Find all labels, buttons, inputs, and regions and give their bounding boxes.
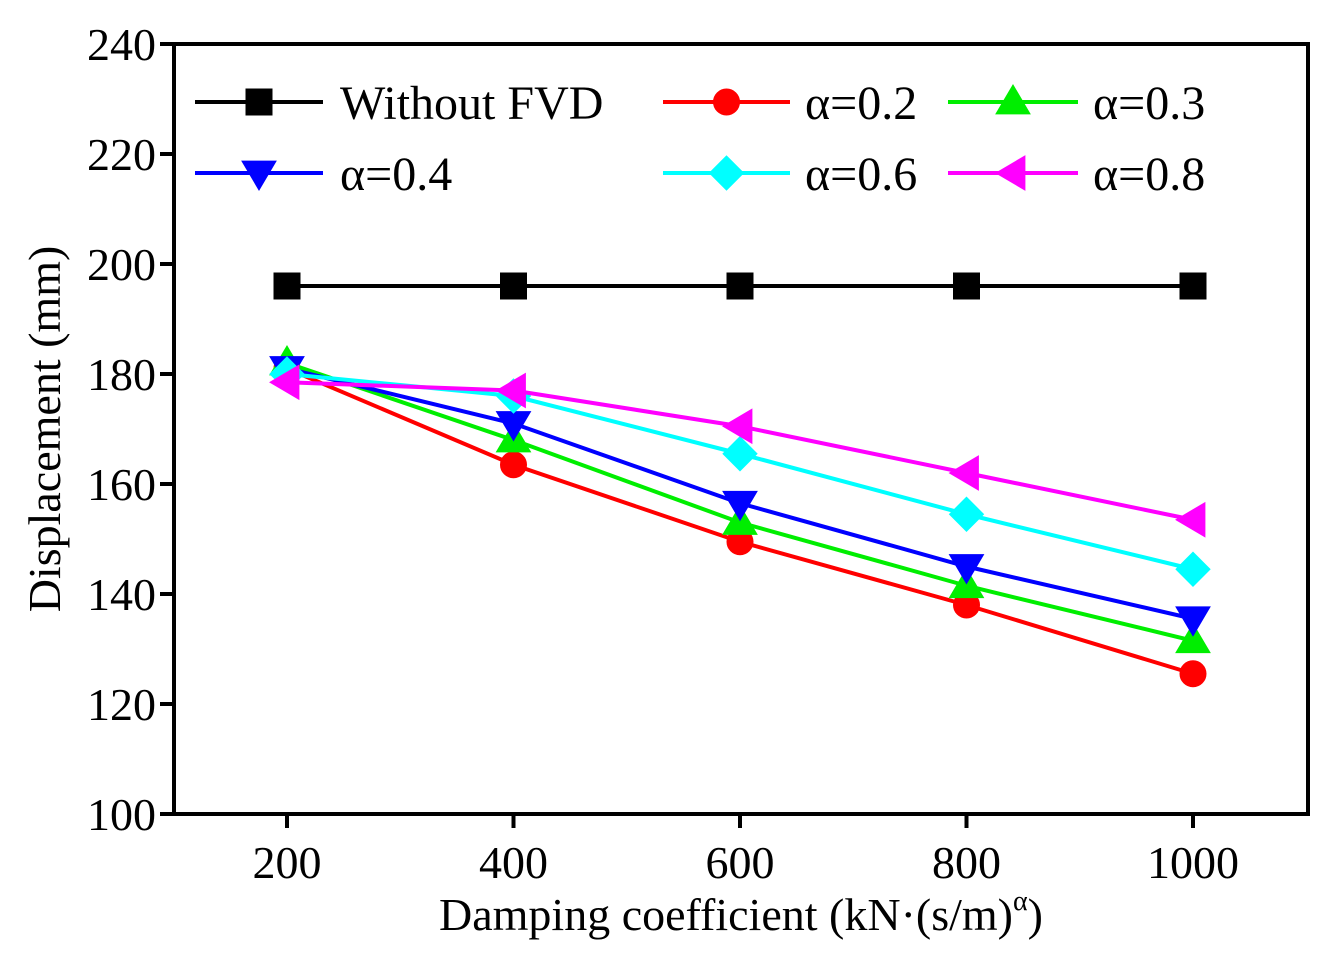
data-point	[1175, 501, 1206, 538]
data-point	[1175, 606, 1211, 637]
legend-label: α=0.2	[805, 77, 917, 130]
legend-label: α=0.8	[1093, 148, 1205, 201]
y-axis-label: Displacement (mm)	[19, 246, 70, 613]
data-point	[1179, 272, 1207, 300]
legend-entry: α=0.8	[948, 148, 1205, 201]
x-axis-label-main: Damping coefficient (kN·(s/m)	[439, 889, 1013, 940]
data-point	[1175, 551, 1211, 587]
y-tick-label: 200	[87, 239, 156, 290]
x-tick-label: 600	[706, 837, 775, 888]
legend-label: α=0.6	[805, 148, 917, 201]
legend-label: α=0.3	[1093, 77, 1205, 130]
data-point	[722, 408, 753, 445]
data-point	[500, 272, 527, 300]
data-point	[1179, 660, 1207, 688]
data-point	[726, 272, 754, 300]
x-axis-label-end: )	[1028, 889, 1043, 940]
legend-entry: α=0.2	[663, 77, 917, 130]
data-point	[722, 490, 758, 522]
x-tick-label: 1000	[1147, 837, 1239, 888]
x-axis-label-sup: α	[1013, 886, 1028, 917]
y-tick-label: 140	[87, 569, 156, 620]
data-point	[273, 272, 301, 300]
y-tick-label: 240	[87, 19, 156, 70]
x-axis-label: Damping coefficient (kN·(s/m)α)	[439, 886, 1043, 940]
data-point	[948, 455, 979, 491]
x-tick-label: 400	[479, 837, 548, 888]
data-point	[495, 372, 526, 409]
legend-label: α=0.4	[340, 148, 452, 201]
x-tick-label: 200	[253, 837, 322, 888]
legend-entry: α=0.4	[195, 148, 452, 201]
legend-marker	[241, 160, 277, 191]
data-point	[722, 436, 758, 472]
data-point	[953, 272, 980, 300]
data-point	[500, 451, 527, 479]
series-5	[269, 364, 1206, 538]
legend-entry: α=0.3	[948, 77, 1205, 130]
legend-label: Without FVD	[340, 77, 603, 130]
series-0	[273, 272, 1207, 300]
series-layer	[269, 272, 1211, 688]
data-point	[948, 554, 985, 585]
legend: Without FVD α=0.2 α=0.3 α=0.4 α=0.6 α=0.8	[195, 77, 1205, 201]
y-tick-label: 160	[87, 459, 156, 510]
legend-marker	[708, 155, 745, 191]
legend-entry: α=0.6	[663, 148, 917, 201]
data-point	[269, 364, 300, 401]
legend-marker	[995, 155, 1026, 191]
ticks-layer: 100 120 140 160 180 200 220 240 200 400 600 800 1000	[87, 19, 1239, 888]
y-tick-label: 180	[87, 349, 156, 400]
y-tick-label: 120	[87, 679, 156, 730]
legend-marker	[245, 88, 273, 116]
y-tick-label: 220	[87, 129, 156, 180]
legend-entry: Without FVD	[195, 77, 603, 130]
x-tick-label: 800	[932, 837, 1001, 888]
y-tick-label: 100	[87, 789, 156, 840]
legend-marker	[713, 88, 740, 116]
legend-marker	[995, 84, 1031, 115]
data-point	[948, 496, 985, 532]
data-point	[1175, 622, 1211, 654]
